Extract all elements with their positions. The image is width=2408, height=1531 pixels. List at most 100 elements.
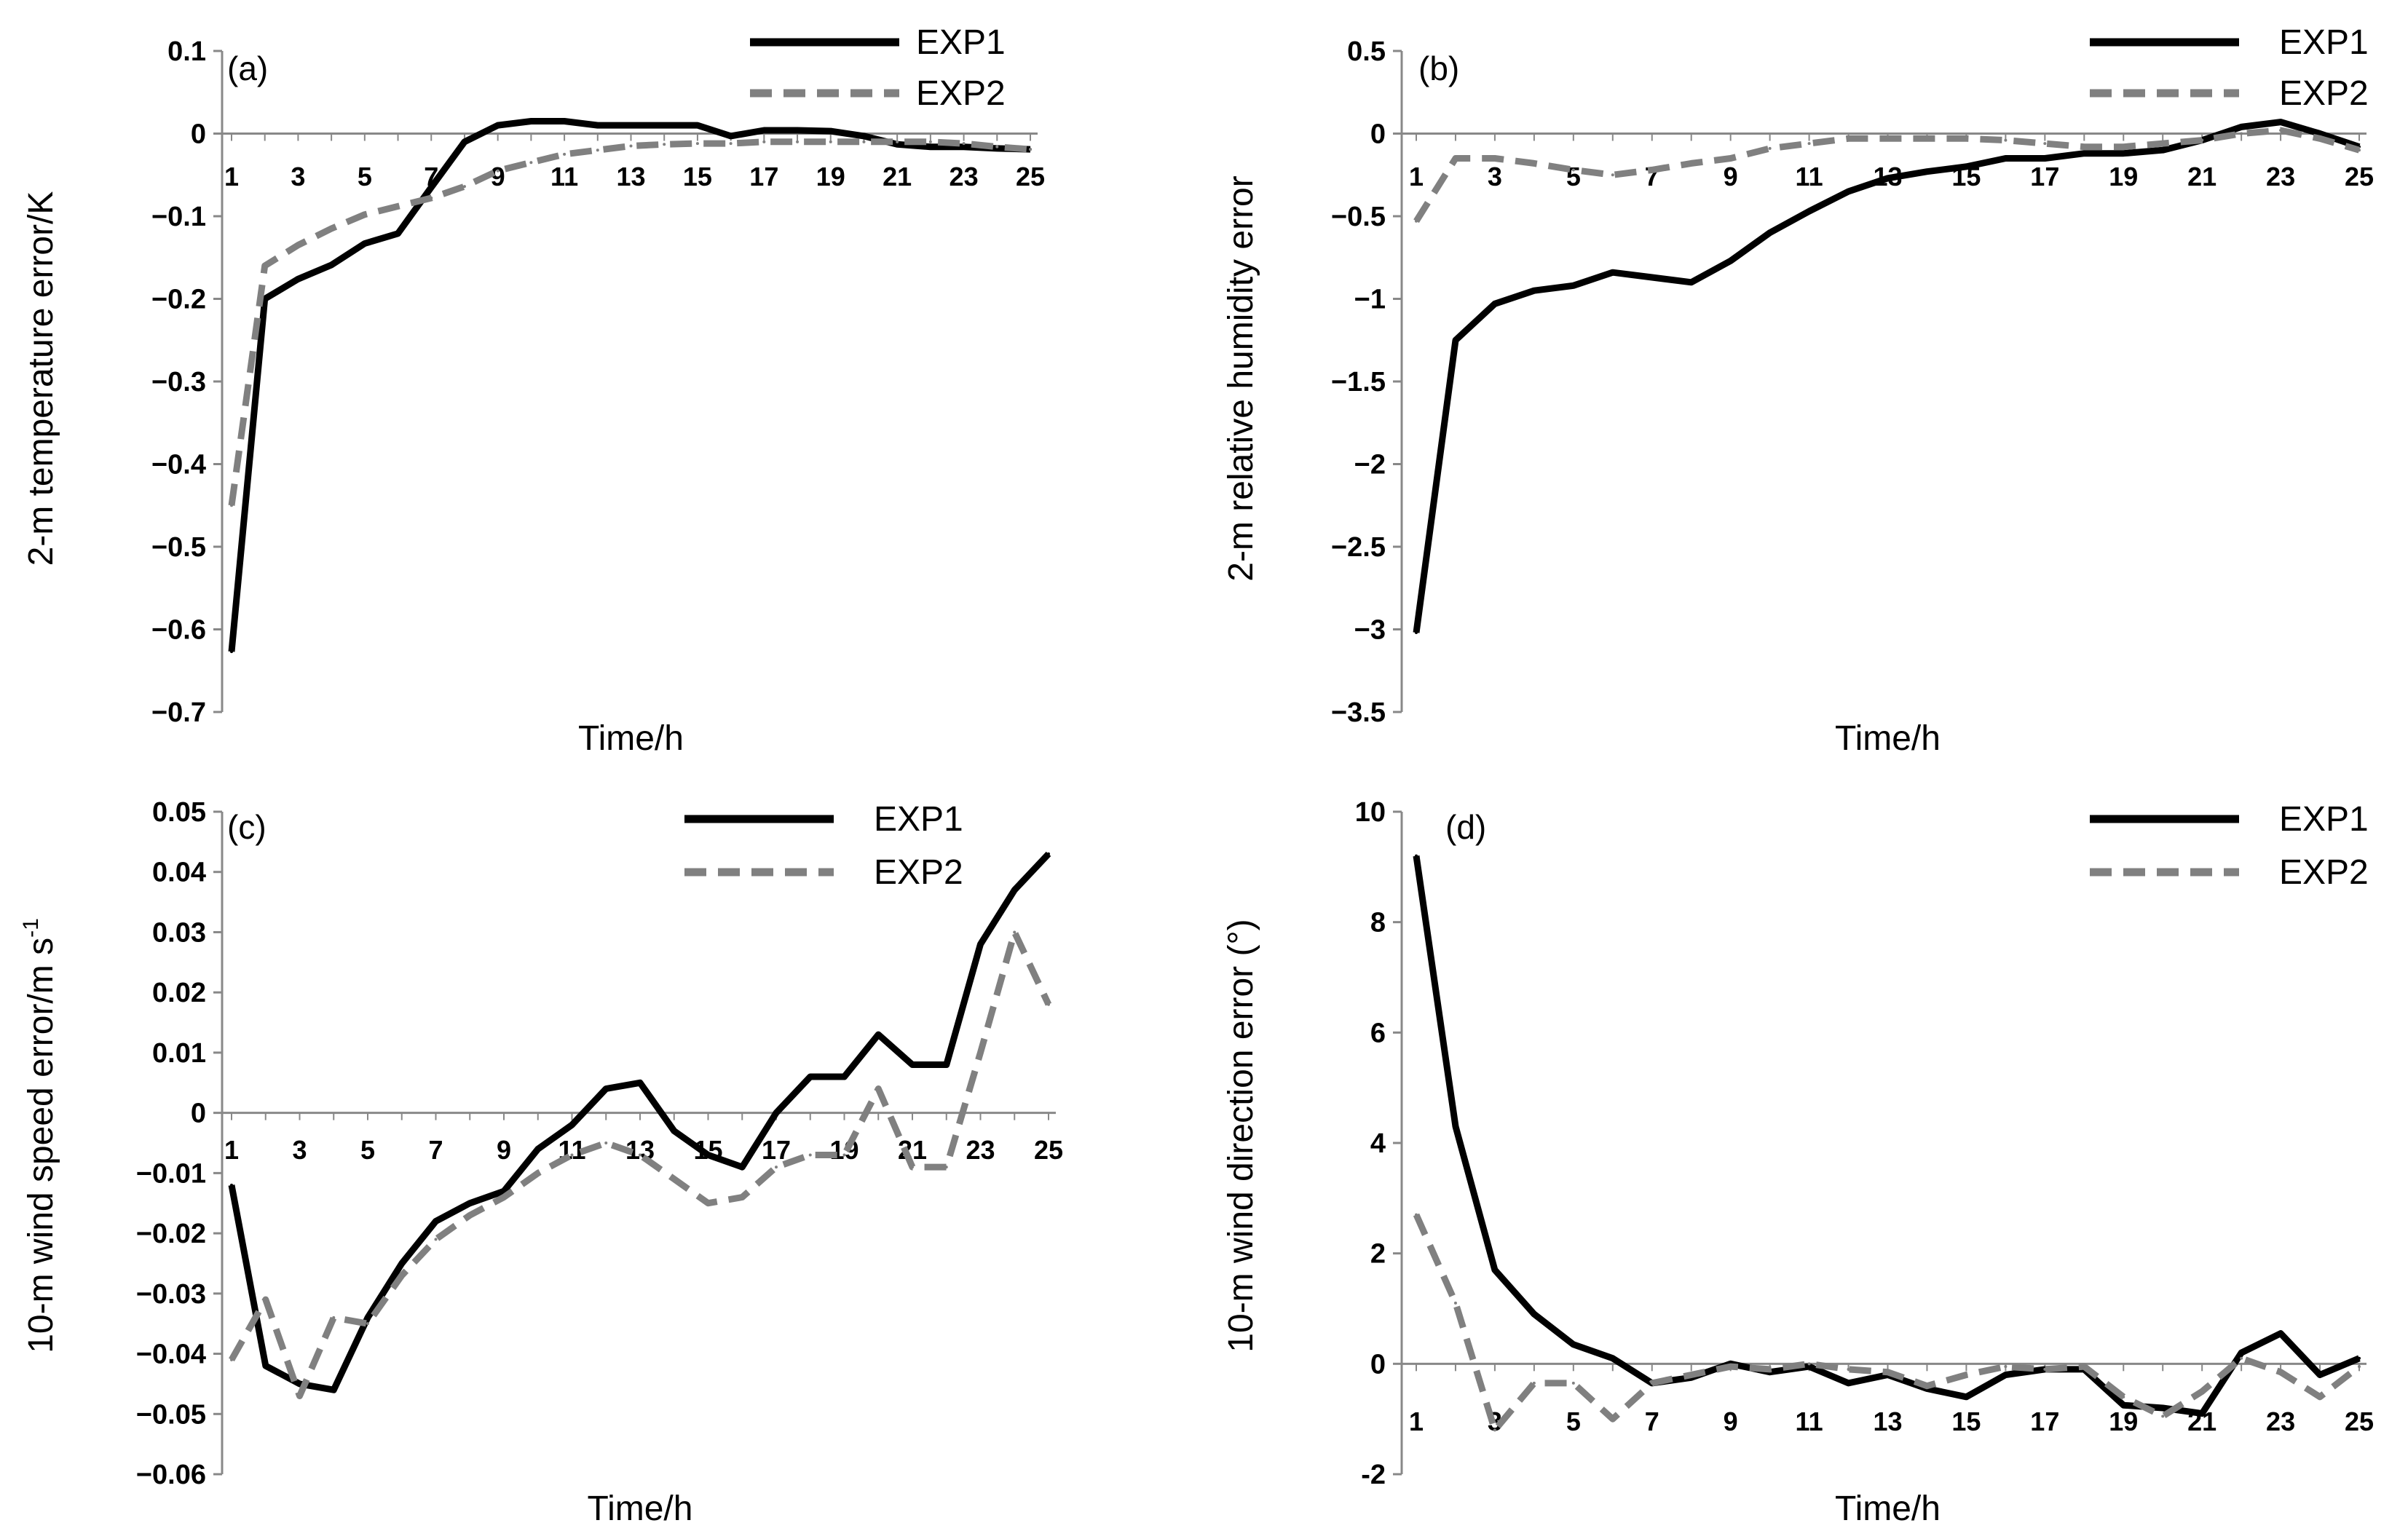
- data-point-exp1: [1847, 189, 1850, 193]
- data-point-exp1: [762, 128, 766, 132]
- data-point-exp2: [2122, 1395, 2125, 1399]
- data-point-exp2: [1453, 157, 1457, 160]
- x-tick-label: 1: [224, 1135, 239, 1165]
- data-point-exp2: [430, 197, 433, 200]
- data-point-exp2: [2279, 1370, 2283, 1374]
- y-tick-label: −0.05: [136, 1399, 206, 1430]
- data-point-exp1: [604, 1087, 608, 1091]
- y-tick-label: −0.5: [1331, 202, 1386, 232]
- data-point-exp1: [729, 134, 733, 138]
- y-tick-label: −0.04: [136, 1340, 206, 1370]
- x-tick-label: 11: [550, 162, 578, 191]
- data-point-exp1: [1965, 1395, 1968, 1399]
- data-point-exp1: [877, 1033, 880, 1037]
- data-point-exp1: [1532, 1313, 1536, 1316]
- data-point-exp2: [862, 140, 866, 143]
- y-tick-label: 0.1: [167, 36, 206, 67]
- series-line-exp2: [228, 138, 1031, 506]
- y-tick-label: −0.7: [151, 697, 206, 728]
- y-tick-label: −0.01: [136, 1158, 206, 1189]
- data-point-exp1: [2043, 157, 2047, 160]
- data-point-exp2: [366, 1322, 369, 1326]
- x-tick-label: 17: [2030, 162, 2059, 191]
- y-tick-label: 0: [191, 119, 206, 150]
- data-point-exp2: [230, 1358, 233, 1361]
- data-point-exp1: [396, 232, 400, 235]
- data-point-exp2: [2200, 1390, 2204, 1393]
- data-point-exp1: [563, 119, 567, 123]
- data-point-exp2: [2043, 1367, 2047, 1371]
- y-tick-label: 0: [1370, 119, 1386, 150]
- panel-label: (a): [227, 50, 268, 87]
- data-point-exp2: [1689, 1373, 1693, 1377]
- data-point-exp1: [1886, 176, 1890, 180]
- y-tick-label: 0.03: [152, 917, 206, 948]
- data-point-exp2: [629, 144, 633, 148]
- x-axis-title: Time/h: [1835, 719, 1941, 758]
- x-tick-label: 21: [2187, 162, 2216, 191]
- data-point-exp1: [2122, 1404, 2125, 1407]
- x-tick-label: 13: [616, 162, 645, 191]
- data-point-exp1: [706, 1153, 710, 1157]
- data-point-exp1: [775, 1111, 778, 1115]
- data-point-exp1: [862, 134, 866, 138]
- data-point-exp2: [1925, 1384, 1929, 1388]
- data-point-exp1: [462, 140, 466, 143]
- legend-label-exp1: EXP1: [916, 23, 1006, 62]
- data-point-exp1: [1611, 1356, 1614, 1360]
- x-tick-label: 9: [1724, 1407, 1738, 1436]
- data-point-exp1: [1493, 302, 1496, 306]
- data-point-exp1: [842, 1075, 846, 1078]
- data-point-exp1: [529, 119, 533, 123]
- x-tick-label: 15: [683, 162, 712, 191]
- x-tick-label: 23: [966, 1135, 995, 1165]
- legend-label-exp1: EXP1: [874, 800, 963, 839]
- data-point-exp2: [1453, 1301, 1457, 1305]
- y-tick-label: −0.5: [151, 532, 206, 563]
- data-point-exp1: [264, 1364, 267, 1368]
- data-point-exp2: [434, 1238, 438, 1241]
- data-point-exp1: [808, 1075, 812, 1078]
- data-point-exp2: [2161, 142, 2165, 146]
- data-point-exp1: [536, 1147, 540, 1151]
- y-tick-label: -2: [1361, 1460, 1386, 1490]
- data-point-exp1: [1689, 280, 1693, 284]
- data-point-exp2: [896, 140, 899, 143]
- data-point-exp1: [1925, 170, 1929, 173]
- x-tick-label: 17: [749, 162, 778, 191]
- data-point-exp2: [796, 140, 800, 143]
- data-point-exp1: [979, 943, 982, 946]
- legend-label-exp1: EXP1: [2279, 800, 2369, 839]
- data-point-exp1: [430, 186, 433, 189]
- data-point-exp1: [298, 1382, 301, 1385]
- data-point-exp2: [536, 1171, 540, 1175]
- data-point-exp1: [896, 143, 899, 146]
- data-point-exp1: [911, 1063, 914, 1067]
- y-tick-label: 0.5: [1347, 36, 1386, 67]
- y-axis-title-superscript: -1: [19, 918, 43, 938]
- data-point-exp2: [330, 227, 333, 231]
- data-point-exp2: [1965, 137, 1968, 141]
- data-point-exp2: [1611, 173, 1614, 177]
- data-point-exp2: [1965, 1373, 1968, 1377]
- data-point-exp2: [502, 1195, 505, 1199]
- data-point-exp1: [1532, 289, 1536, 293]
- data-point-exp1: [962, 145, 966, 149]
- x-tick-label: 23: [2266, 1407, 2295, 1436]
- data-point-exp2: [298, 1394, 301, 1398]
- data-point-exp1: [332, 1388, 336, 1392]
- data-point-exp2: [468, 1214, 472, 1217]
- data-point-exp2: [1532, 1381, 1536, 1385]
- y-tick-label: −0.1: [151, 202, 206, 232]
- data-point-exp2: [1729, 157, 1732, 160]
- data-point-exp1: [1493, 1268, 1496, 1272]
- data-point-exp2: [808, 1153, 812, 1157]
- y-tick-label: 0.01: [152, 1038, 206, 1069]
- data-point-exp1: [741, 1166, 744, 1169]
- data-point-exp1: [496, 124, 500, 127]
- data-point-exp2: [1729, 1365, 1732, 1369]
- chart-panel-b: −3.5−3−2.5−2−1.5−1−0.500.51 3 5 7 9 11 13 15 17 1…: [1222, 23, 2374, 758]
- x-tick-label: 19: [2109, 162, 2138, 191]
- data-point-exp1: [2004, 157, 2008, 160]
